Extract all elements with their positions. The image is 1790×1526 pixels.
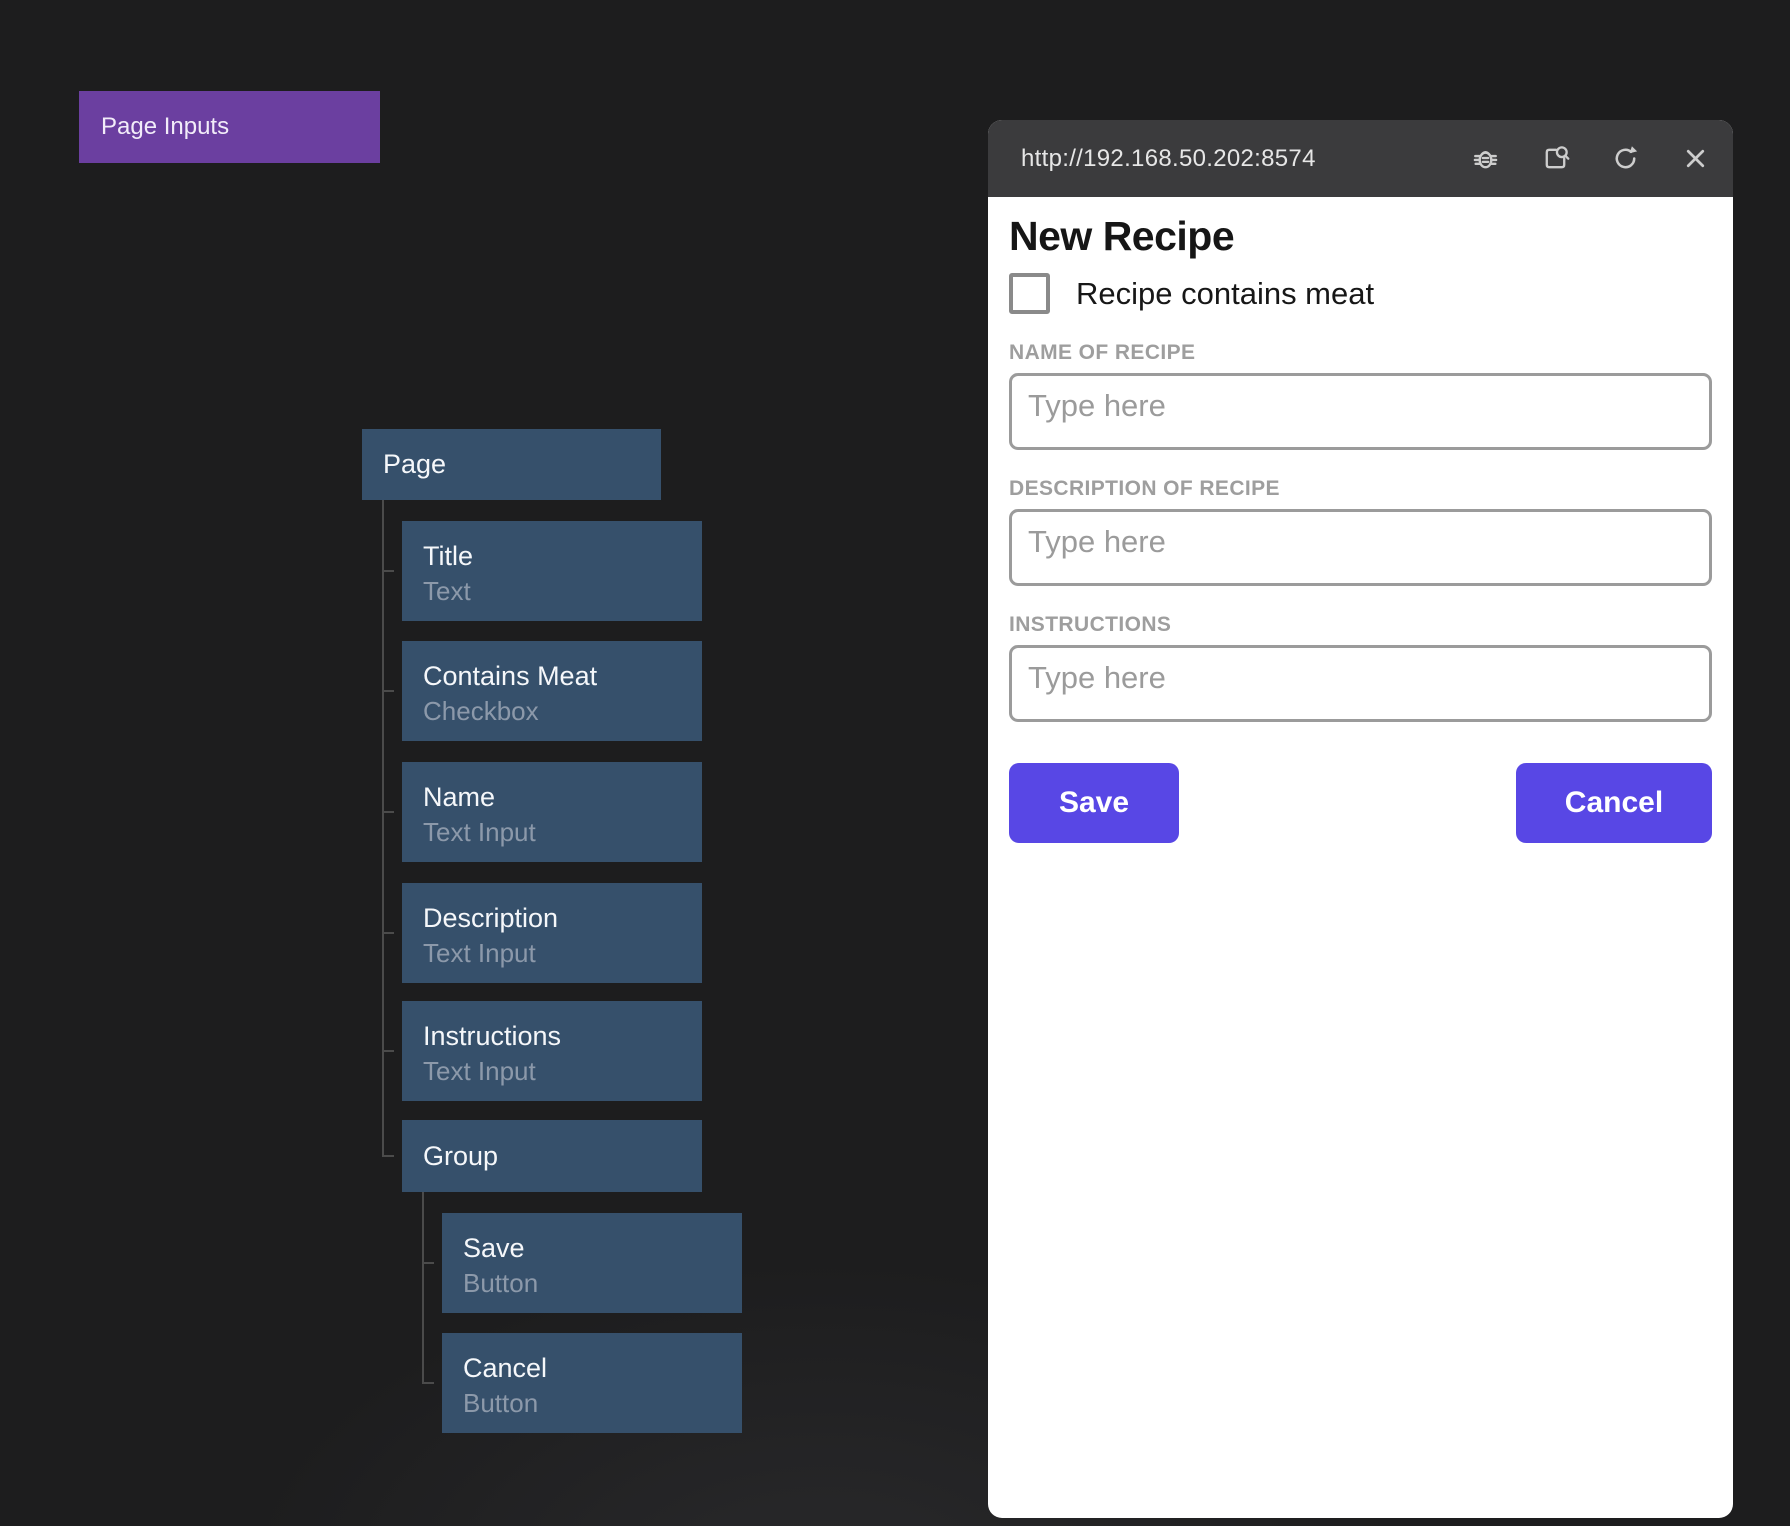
tree-node-cancel[interactable]: Cancel Button — [442, 1333, 742, 1433]
node-label: Page — [383, 449, 447, 479]
save-button[interactable]: Save — [1009, 763, 1179, 843]
page-title: New Recipe — [1009, 213, 1235, 259]
page-inputs-tab[interactable]: Page Inputs — [79, 91, 380, 163]
tree-node-description[interactable]: Description Text Input — [402, 883, 702, 983]
tree-connector-tick — [422, 1382, 434, 1384]
tree-connector-tick — [382, 932, 394, 934]
inspect-page-icon[interactable] — [1540, 143, 1571, 174]
node-label: Save — [463, 1233, 525, 1263]
node-label: Title — [423, 541, 474, 571]
bug-icon[interactable] — [1470, 143, 1501, 174]
tree-connector-vertical-2 — [422, 1192, 424, 1384]
close-icon[interactable] — [1680, 143, 1711, 174]
tree-connector-tick — [382, 690, 394, 692]
instructions-field-label: INSTRUCTIONS — [1009, 613, 1172, 636]
preview-window: http://192.168.50.202:8574 — [988, 120, 1733, 1518]
cancel-button[interactable]: Cancel — [1516, 763, 1712, 843]
tree-connector-tick — [422, 1262, 434, 1264]
tree-node-save[interactable]: Save Button — [442, 1213, 742, 1313]
tree-node-page[interactable]: Page — [362, 429, 661, 500]
node-type: Checkbox — [423, 696, 539, 726]
node-type: Text Input — [423, 1056, 536, 1086]
tree-node-group[interactable]: Group — [402, 1120, 702, 1192]
tree-node-name[interactable]: Name Text Input — [402, 762, 702, 862]
node-label: Group — [423, 1140, 499, 1171]
instructions-input[interactable] — [1009, 645, 1712, 722]
tree-connector-vertical-1 — [382, 500, 384, 1157]
node-label: Description — [423, 903, 559, 933]
node-label: Instructions — [423, 1021, 562, 1051]
form-actions: Save Cancel — [1009, 763, 1712, 843]
contains-meat-label: Recipe contains meat — [1076, 275, 1375, 311]
url-text: http://192.168.50.202:8574 — [1021, 144, 1316, 172]
node-type: Text Input — [423, 817, 536, 847]
description-input[interactable] — [1009, 509, 1712, 586]
node-label: Contains Meat — [423, 661, 598, 691]
tree-node-title[interactable]: Title Text — [402, 521, 702, 621]
description-field-label: DESCRIPTION OF RECIPE — [1009, 477, 1280, 500]
tree-connector-tick — [382, 1155, 394, 1157]
node-label: Cancel — [463, 1353, 548, 1383]
tree-node-contains-meat[interactable]: Contains Meat Checkbox — [402, 641, 702, 741]
tree-connector-tick — [382, 570, 394, 572]
name-input[interactable] — [1009, 373, 1712, 450]
titlebar-icons — [1470, 143, 1711, 174]
tree-connector-tick — [382, 1050, 394, 1052]
node-type: Text — [423, 576, 471, 606]
refresh-icon[interactable] — [1610, 143, 1641, 174]
node-type: Button — [463, 1388, 539, 1418]
node-label: Name — [423, 782, 496, 812]
preview-titlebar: http://192.168.50.202:8574 — [988, 120, 1733, 197]
tree-node-instructions[interactable]: Instructions Text Input — [402, 1001, 702, 1101]
node-type: Button — [463, 1268, 539, 1298]
preview-content: New Recipe Recipe contains meat NAME OF … — [988, 213, 1733, 843]
node-type: Text Input — [423, 938, 536, 968]
name-field-label: NAME OF RECIPE — [1009, 341, 1196, 364]
contains-meat-checkbox[interactable] — [1009, 273, 1050, 314]
tree-connector-tick — [382, 811, 394, 813]
contains-meat-row: Recipe contains meat — [1009, 273, 1712, 314]
